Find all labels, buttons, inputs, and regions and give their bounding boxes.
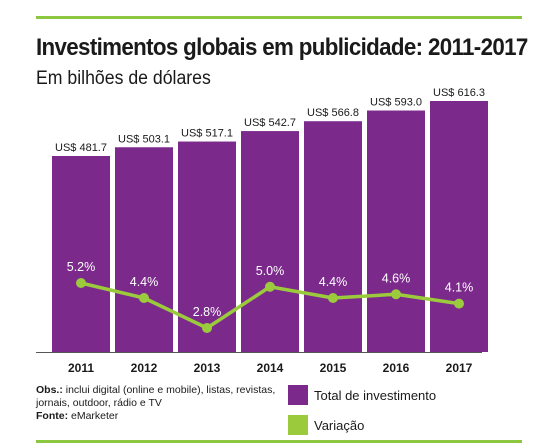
variation-point-2015 (328, 293, 338, 303)
bar-2011 (52, 156, 110, 352)
obs-text: inclui digital (online e mobile), listas… (36, 384, 276, 409)
bar-label-2016: US$ 593.0 (370, 97, 422, 109)
bar-2013 (178, 141, 236, 352)
bar-label-2014: US$ 542.7 (244, 117, 296, 129)
variation-label-2012: 4.4% (130, 275, 159, 289)
legend-item-variacao: Variação (288, 414, 436, 436)
x-tick-label-2016: 2016 (383, 361, 410, 375)
source-text: eMarketer (68, 410, 119, 422)
variation-point-2012 (139, 293, 149, 303)
bar-label-2011: US$ 481.7 (55, 142, 107, 154)
x-tick-label-2015: 2015 (320, 361, 347, 375)
bar-label-2012: US$ 503.1 (118, 133, 170, 145)
variation-label-2015: 4.4% (319, 275, 348, 289)
bar-2015 (304, 121, 362, 353)
variation-point-2013 (202, 323, 212, 333)
source-label: Fonte: (36, 410, 69, 422)
obs-label: Obs.: (36, 384, 63, 396)
bar-2014 (241, 131, 299, 352)
x-tick-label-2013: 2013 (194, 361, 221, 375)
bottom-rule (36, 440, 522, 443)
bar-label-2017: US$ 616.3 (433, 87, 485, 99)
chart-title: Investimentos globais em publicidade: 20… (36, 34, 528, 61)
source-note: Fonte: eMarketer (36, 410, 276, 423)
variation-label-2016: 4.6% (382, 271, 411, 285)
bar-2016 (367, 110, 425, 352)
chart-subtitle: Em bilhões de dólares (36, 68, 211, 89)
variation-label-2014: 5.0% (256, 264, 285, 278)
legend-swatch-total (288, 385, 308, 405)
bar-2012 (115, 147, 173, 352)
x-tick-label-2011: 2011 (68, 361, 94, 375)
variation-point-2011 (76, 278, 86, 288)
bar-label-2013: US$ 517.1 (181, 128, 233, 140)
variation-label-2017: 4.1% (445, 281, 474, 295)
obs-note: Obs.: inclui digital (online e mobile), … (36, 384, 276, 410)
variation-label-2013: 2.8% (193, 305, 222, 319)
bar-2017 (430, 101, 488, 352)
x-tick-label-2014: 2014 (257, 361, 284, 375)
x-tick-label-2017: 2017 (446, 361, 473, 375)
variation-point-2017 (454, 298, 464, 309)
legend-label-total: Total de investimento (314, 387, 437, 403)
x-tick-label-2012: 2012 (131, 361, 158, 375)
legend-label-variacao: Variação (314, 417, 365, 433)
variation-point-2014 (265, 281, 275, 292)
chart-notes: Obs.: inclui digital (online e mobile), … (36, 384, 276, 423)
top-rule (36, 16, 522, 19)
variation-point-2016 (391, 289, 401, 300)
bar-label-2015: US$ 566.8 (307, 107, 359, 119)
legend-item-total: Total de investimento (288, 384, 436, 406)
legend-swatch-variacao (288, 415, 308, 435)
variation-label-2011: 5.2% (67, 260, 96, 274)
legend: Total de investimento Variação (288, 384, 436, 444)
